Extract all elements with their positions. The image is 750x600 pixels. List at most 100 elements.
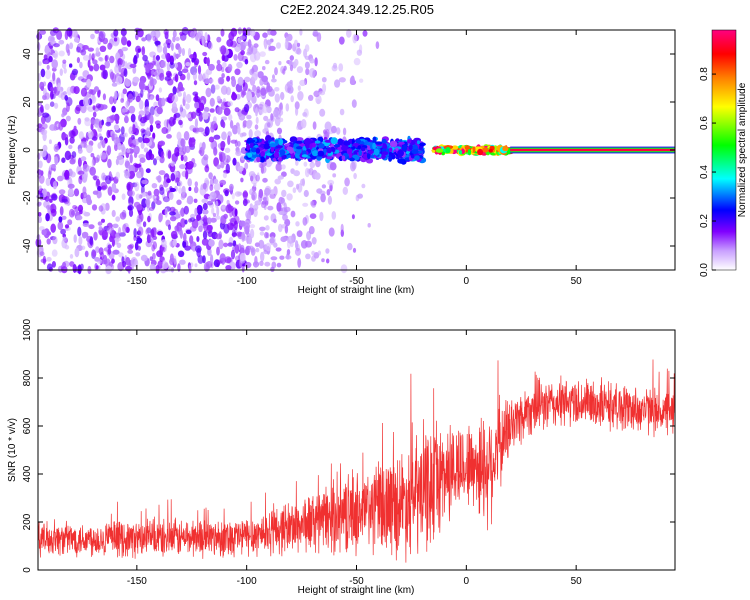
spectrogram-cell — [194, 207, 198, 217]
spectrogram-cell — [158, 87, 163, 93]
spectrogram-cell — [105, 175, 112, 185]
spectrogram-cell — [62, 236, 68, 242]
spectrogram-cell — [397, 149, 404, 157]
spectrogram-cell — [246, 143, 251, 151]
spectrogram-cell — [348, 152, 352, 159]
spectrogram-cell — [375, 141, 383, 145]
spectrogram-cell — [269, 238, 275, 244]
spectrogram-cell — [206, 200, 214, 206]
spectrogram-cell — [198, 73, 203, 82]
spectrogram-cell — [158, 212, 164, 222]
spectrogram-cell — [174, 73, 179, 83]
spectrogram-cell — [86, 104, 90, 111]
spectrogram-cell — [274, 178, 282, 185]
spectrogram-cell — [168, 192, 174, 200]
spectrogram-cell — [193, 58, 200, 66]
spectrogram-cell — [418, 145, 423, 150]
spectrogram-cell — [57, 175, 64, 182]
spectrogram-cell — [173, 113, 177, 121]
spectrogram-cell — [152, 241, 157, 250]
spectrogram-cell — [147, 71, 152, 80]
spectrogram-cell — [203, 262, 210, 272]
spectrogram-cell — [134, 163, 142, 168]
spectrogram-cell — [122, 223, 127, 234]
spectrogram-cell — [244, 162, 249, 170]
spectrogram-cell — [61, 198, 68, 203]
spectrogram-cell — [259, 226, 266, 232]
spectrogram-cell — [107, 226, 113, 235]
spectrogram-cell — [169, 211, 176, 216]
spectrogram-cell — [80, 263, 84, 270]
spectrogram-cell — [50, 86, 54, 92]
spectrogram-cell — [44, 103, 50, 111]
spectrogram-cell — [113, 29, 119, 37]
spectrogram-cell — [153, 71, 159, 77]
spectrogram-cell — [161, 97, 166, 107]
spectrogram-cell — [77, 157, 82, 167]
spectrogram-cell — [276, 127, 283, 135]
spectrogram-cell — [64, 224, 70, 229]
spectrogram-cell — [67, 49, 71, 56]
spectrogram-cell — [109, 71, 115, 80]
spectrogram-cell — [72, 205, 77, 210]
spectrogram-cell — [296, 42, 301, 48]
spectrogram-cell — [73, 37, 80, 43]
spectrogram-cell — [196, 107, 201, 114]
spectrogram-cell — [186, 72, 191, 81]
spectrogram-cell — [251, 67, 255, 74]
spectrogram-cell — [270, 146, 275, 153]
spectrogram-cell — [98, 226, 103, 231]
spectrogram-cell — [40, 68, 46, 78]
spectrogram-cell — [135, 45, 142, 54]
spectrogram-cell — [251, 194, 256, 201]
spectrogram-cell — [98, 191, 102, 198]
spectrogram-cell — [185, 62, 191, 67]
y-tick-label: 40 — [22, 48, 33, 60]
spectrogram-cell — [111, 209, 116, 218]
spectrogram-cell — [128, 190, 135, 197]
spectrogram-cell — [247, 235, 253, 245]
spectrogram-cell — [95, 103, 101, 109]
spectrogram-cell — [92, 190, 99, 195]
spectrogram-cell — [154, 120, 161, 126]
spectrogram-cell — [155, 156, 161, 161]
spectrogram-cell — [253, 51, 261, 61]
spectrogram-cell — [178, 46, 182, 55]
spectrogram-panel: -150 -100 -50 0 50 -40 -20 0 20 40 Height of str… — [7, 26, 676, 296]
spectrogram-cell — [64, 169, 70, 180]
spectrogram-cell — [138, 110, 145, 116]
spectrogram-cell — [215, 215, 221, 220]
snr-x-label: Height of straight line (km) — [298, 585, 415, 596]
spectrogram-cell — [183, 205, 189, 215]
snr-panel: -150 -100 -50 0 50 0 200 400 600 800 1000 Height … — [7, 318, 676, 596]
spectrogram-cell — [203, 106, 210, 113]
spectrogram-cell — [327, 195, 332, 205]
snr-series — [37, 359, 676, 563]
spectrogram-cell — [128, 105, 136, 114]
spectrogram-cell — [40, 258, 47, 263]
spectrogram-cell — [141, 192, 147, 198]
spectrogram-cell — [40, 104, 44, 113]
spectrogram-cell — [64, 137, 69, 146]
spectrogram-cell — [244, 247, 250, 256]
spectrogram-cell — [80, 156, 87, 162]
spectrogram-cell — [209, 97, 215, 107]
spectrogram-cell — [201, 35, 205, 46]
spectrogram-cell — [282, 68, 286, 75]
spectrogram-cell — [121, 193, 126, 200]
spectrogram-cell — [68, 144, 73, 150]
spectrogram-cell — [145, 151, 152, 161]
spectrogram-cell — [125, 265, 132, 272]
spectrogram-cell — [95, 265, 99, 270]
spectrogram-cell — [278, 223, 283, 233]
spectrogram-cell — [102, 37, 109, 45]
spectrogram-cell — [169, 62, 175, 69]
spectrogram-cell — [149, 263, 156, 271]
spectrogram-cell — [216, 246, 220, 256]
spectrogram-cell — [161, 239, 167, 248]
spectrogram-cells — [35, 26, 675, 275]
spectrogram-cell — [343, 141, 351, 146]
spectrogram-cell — [287, 180, 294, 188]
spectrogram-cell — [89, 65, 94, 71]
spectrogram-cell — [133, 228, 137, 238]
